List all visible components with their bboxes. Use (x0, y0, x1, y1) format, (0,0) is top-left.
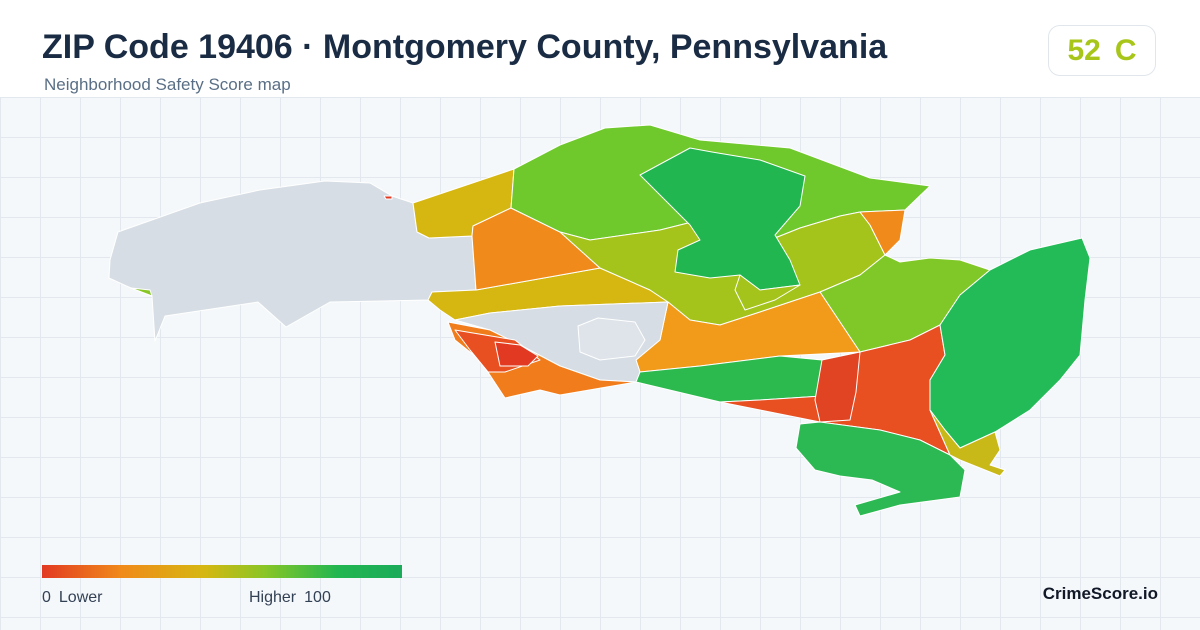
map-regions (108, 124, 1091, 517)
legend-min-text: Lower (58, 589, 103, 606)
southeast-olive-area[interactable] (929, 409, 1006, 477)
legend-low-label: 0 Lower (42, 588, 102, 608)
northeast-orange-area[interactable] (859, 209, 906, 256)
legend-max-text: Higher (249, 589, 297, 606)
legend-max-value: 100 (304, 589, 331, 606)
page-title: ZIP Code 19406 · Montgomery County, Penn… (42, 28, 888, 66)
safety-score-badge: 52 C (1048, 25, 1156, 76)
score-grade: C (1114, 33, 1137, 67)
west-lime-sliver (130, 287, 153, 297)
legend-min-value: 0 (42, 589, 51, 606)
south-deep-red-area (814, 351, 861, 423)
score-value: 52 (1067, 33, 1101, 67)
inner-olive-pocket (734, 274, 801, 311)
page-subtitle: Neighborhood Safety Score map (44, 75, 291, 94)
west-red-dot (383, 195, 393, 200)
brand-label[interactable]: CrimeScore.io (1042, 584, 1158, 603)
southwest-deep-red-area (494, 341, 539, 367)
legend-gradient-bar (42, 565, 402, 578)
header-bar: ZIP Code 19406 · Montgomery County, Penn… (0, 0, 1200, 98)
legend-high-label: Higher 100 (249, 588, 331, 608)
inner-no-data-area (577, 317, 646, 361)
southeast-green-area[interactable] (795, 421, 966, 517)
